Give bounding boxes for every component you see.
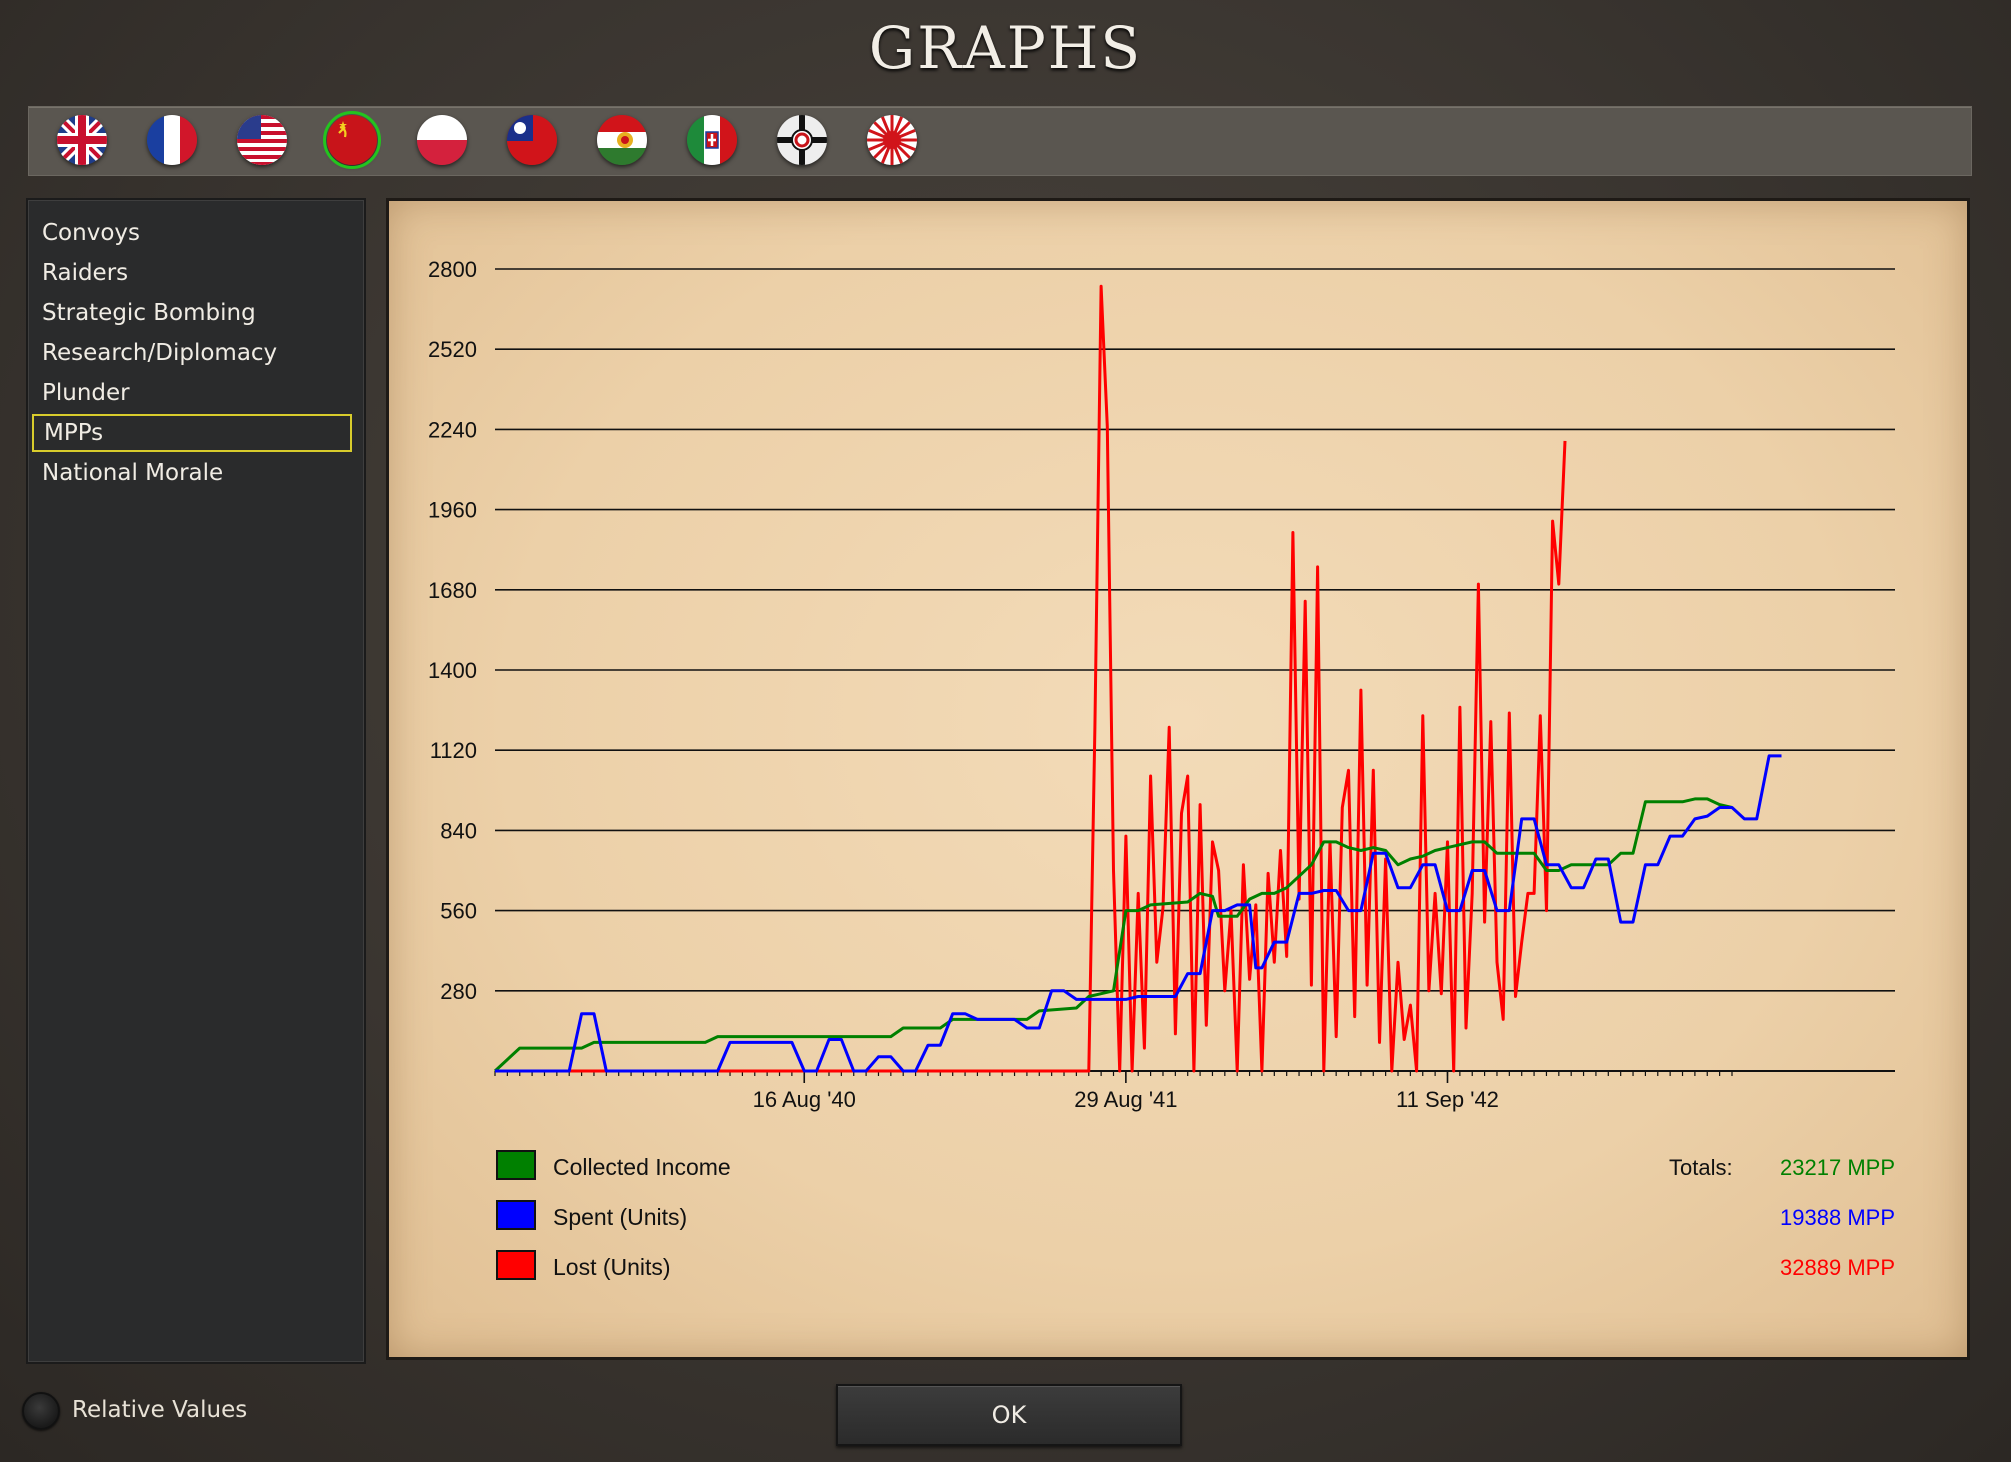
y-tick-label: 2240: [428, 417, 477, 442]
page-title: GRAPHS: [868, 14, 1143, 82]
legend-swatch: [496, 1250, 536, 1280]
y-tick-label: 280: [440, 979, 477, 1004]
mpp-chart-panel: 280 560 840 1120 1400 1680 1960 2240 2520 2800 16 …: [386, 198, 1970, 1360]
y-tick-label: 840: [440, 818, 477, 843]
y-tick-label: 1680: [428, 578, 477, 603]
china-flag-icon[interactable]: [507, 115, 557, 165]
series-line-spent-units: [495, 754, 1782, 1073]
y-tick-label: 2800: [428, 257, 477, 282]
y-tick-label: 1400: [428, 658, 477, 683]
sidebar-item-raiders[interactable]: Raiders: [42, 260, 129, 286]
series-line-lost-units: [495, 284, 1567, 1073]
graph-category-sidebar: Convoys Raiders Strategic Bombing Resear…: [26, 198, 366, 1364]
y-tick-label: 1960: [428, 498, 477, 523]
sidebar-item-strategic-bombing[interactable]: Strategic Bombing: [42, 300, 256, 326]
legend-label: Collected Income: [553, 1154, 731, 1180]
x-tick-label: 29 Aug '41: [1074, 1087, 1177, 1112]
relative-values-label: Relative Values: [72, 1397, 248, 1423]
x-tick-label: 11 Sep '42: [1396, 1087, 1499, 1112]
legend-swatch: [496, 1150, 536, 1180]
legend-label: Lost (Units): [553, 1254, 671, 1280]
series-total: 23217 MPP: [1780, 1155, 1895, 1180]
mpp-line-chart: 280 560 840 1120 1400 1680 1960 2240 2520 2800 16 …: [428, 257, 1895, 1280]
japan-flag-icon[interactable]: [867, 115, 917, 165]
poland-flag-icon[interactable]: [417, 115, 467, 165]
sidebar-item-plunder[interactable]: Plunder: [42, 380, 130, 406]
germany-flag-icon[interactable]: [777, 115, 827, 165]
sidebar-item-mpps[interactable]: MPPs: [32, 414, 352, 452]
legend-swatch: [496, 1200, 536, 1230]
x-tick-label: 16 Aug '40: [753, 1087, 856, 1112]
nation-flag-bar: [28, 106, 1972, 176]
series-total: 32889 MPP: [1780, 1255, 1895, 1280]
usa-flag-icon[interactable]: [237, 115, 287, 165]
sidebar-item-convoys[interactable]: Convoys: [42, 220, 140, 246]
ok-button[interactable]: OK: [836, 1384, 1182, 1446]
relative-values-radio[interactable]: [22, 1392, 60, 1430]
y-tick-label: 2520: [428, 337, 477, 362]
uk-flag-icon[interactable]: [57, 115, 107, 165]
legend-label: Spent (Units): [553, 1204, 687, 1230]
sidebar-item-research-diplomacy[interactable]: Research/Diplomacy: [42, 340, 278, 366]
series-total: 19388 MPP: [1780, 1205, 1895, 1230]
totals-label: Totals:: [1669, 1155, 1733, 1180]
y-tick-label: 1120: [430, 738, 477, 763]
france-flag-icon[interactable]: [147, 115, 197, 165]
y-tick-label: 560: [440, 899, 477, 924]
sidebar-item-national-morale[interactable]: National Morale: [42, 460, 224, 486]
italy-flag-icon[interactable]: [687, 115, 737, 165]
hungary-flag-icon[interactable]: [597, 115, 647, 165]
ussr-flag-icon[interactable]: [323, 111, 381, 169]
